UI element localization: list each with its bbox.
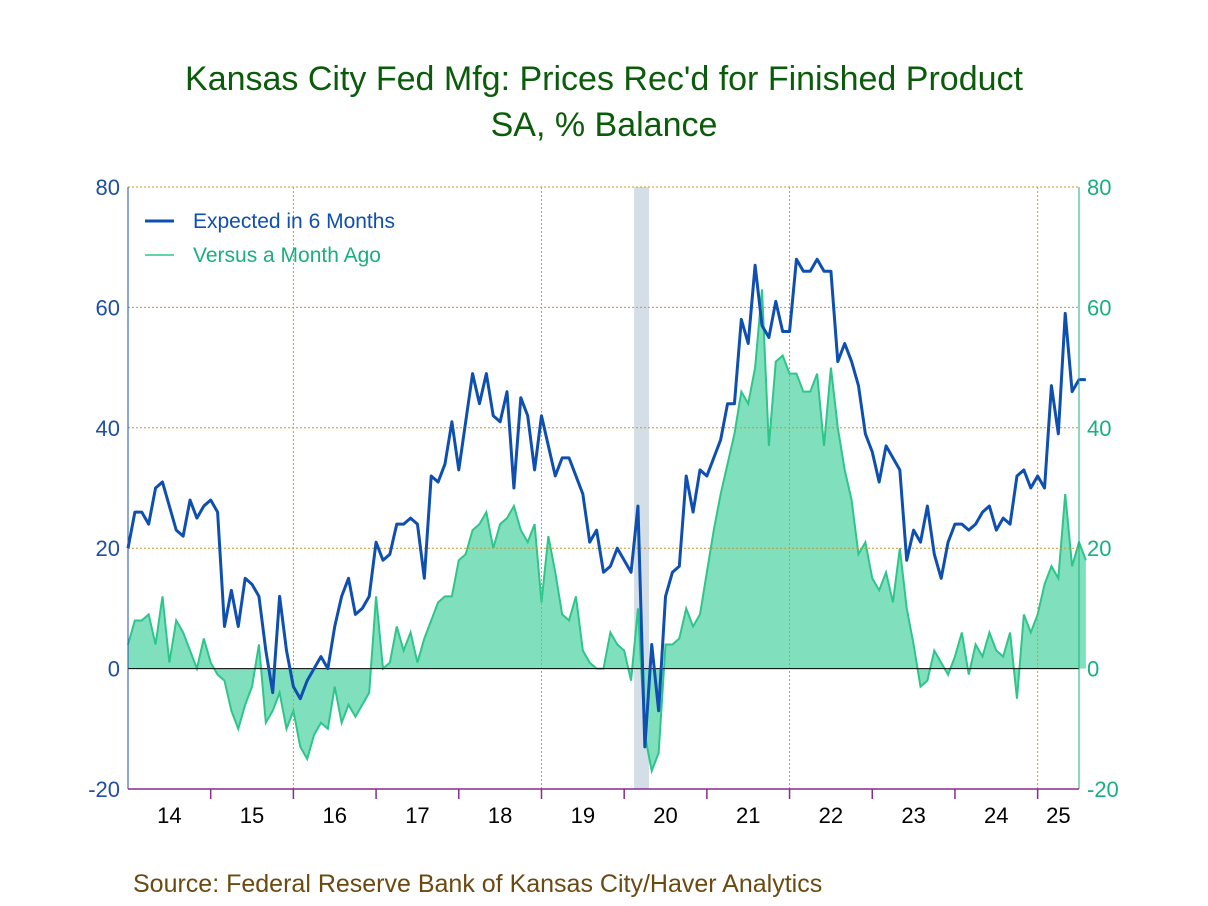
x-tick-label: 23 (901, 803, 925, 828)
y-tick-label-left: 20 (96, 536, 120, 561)
series-line-expected-6-months (126, 257, 1086, 749)
line-layer (126, 257, 1086, 749)
y-tick-label-right: 0 (1087, 657, 1099, 682)
y-tick-label-right: 40 (1087, 416, 1111, 441)
area-layer (127, 289, 1087, 775)
y-tick-label-left: 40 (96, 416, 120, 441)
x-tick-label: 24 (984, 803, 1008, 828)
y-tick-label-right: 80 (1087, 175, 1111, 200)
x-tick-label: 21 (736, 803, 760, 828)
y-tick-label-right: 20 (1087, 536, 1111, 561)
x-tick-label: 14 (157, 803, 181, 828)
y-tick-label-left: 80 (96, 175, 120, 200)
x-tick-label: 17 (405, 803, 429, 828)
x-tick-label: 25 (1046, 803, 1070, 828)
axis-layer: 80 80 60 60 40 40 20 20 0 0 -20 -20 14 15 16 17 18 19 20 21… (88, 175, 1119, 828)
legend-label-expected: Expected in 6 Months (193, 210, 395, 233)
x-tick-label: 22 (819, 803, 843, 828)
x-tick-label: 16 (322, 803, 346, 828)
x-tick-label: 20 (653, 803, 677, 828)
y-tick-label-right: 60 (1087, 295, 1111, 320)
y-tick-label-right: -20 (1087, 777, 1119, 802)
chart-title-block: Kansas City Fed Mfg: Prices Rec'd for Fi… (0, 56, 1208, 148)
series-line-versus-month-ago (127, 289, 1087, 775)
source-note: Source: Federal Reserve Bank of Kansas C… (133, 870, 823, 898)
x-tick-label: 15 (240, 803, 264, 828)
chart-subtitle: SA, % Balance (490, 106, 718, 144)
y-tick-label-left: 60 (96, 295, 120, 320)
series-area-versus-month-ago (128, 289, 1086, 771)
legend-label-versus: Versus a Month Ago (193, 244, 381, 267)
y-tick-label-left: 0 (108, 657, 120, 682)
x-tick-label: 18 (488, 803, 512, 828)
gridline-layer (128, 186, 1079, 789)
chart-title: Kansas City Fed Mfg: Prices Rec'd for Fi… (185, 60, 1023, 98)
x-tick-label: 19 (571, 803, 595, 828)
y-tick-label-left: -20 (88, 777, 120, 802)
chart-legend: Expected in 6 Months Versus a Month Ago (145, 210, 395, 267)
